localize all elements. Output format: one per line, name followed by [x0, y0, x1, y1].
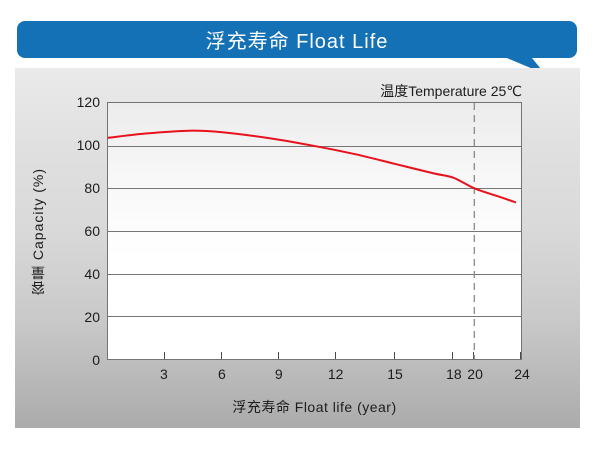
x-tick-mark-3: [163, 352, 165, 359]
x-axis-tick-labels: 3 6 9 12 15 18 20 24: [107, 366, 530, 384]
gridline-y-20: [108, 316, 521, 318]
title-banner: 浮充寿命 Float Life: [17, 21, 577, 58]
x-tick-mark-18: [452, 352, 454, 359]
x-axis-title: 浮充寿命 Float life (year): [232, 399, 397, 415]
x-tick-label-6: 6: [218, 366, 226, 382]
x-tick-label-24: 24: [514, 366, 530, 382]
x-tick-mark-24: [520, 352, 521, 359]
x-tick-mark-6: [221, 352, 223, 359]
capacity-curve: [108, 129, 517, 204]
y-tick-label-60: 60: [84, 223, 100, 239]
x-tick-label-18: 18: [446, 366, 462, 382]
y-tick-label-100: 100: [76, 137, 100, 153]
x-tick-label-3: 3: [159, 366, 168, 382]
x-tick-label-9: 9: [274, 366, 283, 382]
y-axis-tick-labels: 120 100 80 60 40 20 0: [15, 94, 100, 368]
y-tick-label-120: 120: [76, 94, 100, 110]
y-tick-label-20: 20: [84, 309, 100, 325]
x-tick-label-15: 15: [387, 366, 403, 382]
x-tick-mark-15: [393, 352, 395, 359]
y-tick-label-40: 40: [84, 266, 100, 282]
y-tick-label-80: 80: [84, 180, 100, 196]
gridline-y-80: [108, 188, 521, 190]
chart-canvas: [108, 103, 517, 359]
chart-panel: 温度Temperature 25℃ 容量 Capacity (%) 120 100…: [15, 68, 580, 428]
x-tick-label-12: 12: [327, 366, 344, 382]
plot-area: [107, 102, 522, 360]
page-title: 浮充寿命 Float Life: [205, 31, 389, 53]
temperature-annotation: 温度Temperature 25℃: [380, 83, 522, 99]
x-tick-mark-9: [277, 352, 279, 359]
y-tick-label-0: 0: [92, 352, 100, 368]
x-tick-mark-12: [334, 352, 336, 359]
gridline-y-40: [108, 273, 521, 275]
x-tick-label-20: 20: [467, 366, 483, 382]
gridline-y-60: [108, 231, 521, 232]
